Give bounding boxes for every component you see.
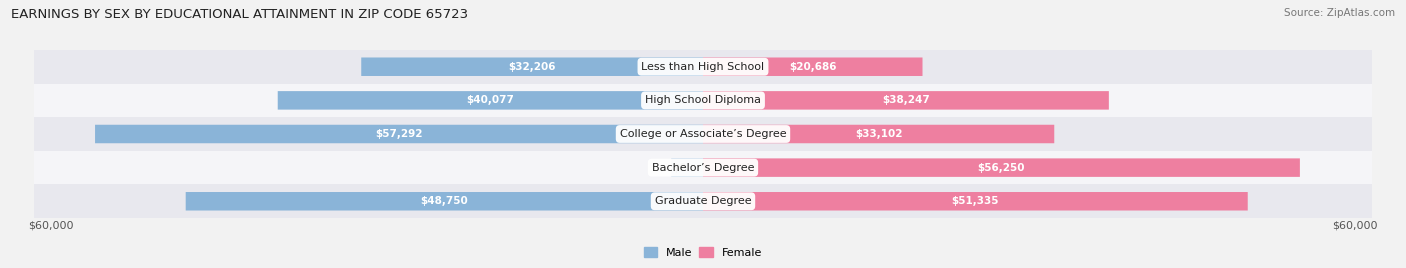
Text: $60,000: $60,000 — [1333, 221, 1378, 231]
Text: Less than High School: Less than High School — [641, 62, 765, 72]
FancyBboxPatch shape — [96, 125, 703, 143]
Text: $38,247: $38,247 — [882, 95, 929, 105]
FancyBboxPatch shape — [703, 125, 1054, 143]
Text: Bachelor’s Degree: Bachelor’s Degree — [652, 163, 754, 173]
Text: $33,102: $33,102 — [855, 129, 903, 139]
Text: College or Associate’s Degree: College or Associate’s Degree — [620, 129, 786, 139]
FancyBboxPatch shape — [703, 91, 1109, 110]
Text: $56,250: $56,250 — [977, 163, 1025, 173]
Text: $48,750: $48,750 — [420, 196, 468, 206]
FancyBboxPatch shape — [35, 184, 1371, 218]
FancyBboxPatch shape — [703, 158, 1301, 177]
Text: $0: $0 — [672, 163, 688, 173]
FancyBboxPatch shape — [35, 84, 1371, 117]
Text: EARNINGS BY SEX BY EDUCATIONAL ATTAINMENT IN ZIP CODE 65723: EARNINGS BY SEX BY EDUCATIONAL ATTAINMEN… — [11, 8, 468, 21]
Text: $40,077: $40,077 — [467, 95, 515, 105]
Legend: Male, Female: Male, Female — [640, 243, 766, 262]
FancyBboxPatch shape — [703, 58, 922, 76]
Text: $57,292: $57,292 — [375, 129, 423, 139]
Text: $20,686: $20,686 — [789, 62, 837, 72]
FancyBboxPatch shape — [671, 158, 703, 177]
Text: High School Diploma: High School Diploma — [645, 95, 761, 105]
FancyBboxPatch shape — [703, 192, 1247, 210]
Text: $51,335: $51,335 — [952, 196, 1000, 206]
FancyBboxPatch shape — [35, 50, 1371, 84]
FancyBboxPatch shape — [186, 192, 703, 210]
Text: $32,206: $32,206 — [509, 62, 555, 72]
FancyBboxPatch shape — [35, 117, 1371, 151]
FancyBboxPatch shape — [35, 151, 1371, 184]
FancyBboxPatch shape — [361, 58, 703, 76]
Text: Graduate Degree: Graduate Degree — [655, 196, 751, 206]
Text: $60,000: $60,000 — [28, 221, 73, 231]
Text: Source: ZipAtlas.com: Source: ZipAtlas.com — [1284, 8, 1395, 18]
FancyBboxPatch shape — [278, 91, 703, 110]
